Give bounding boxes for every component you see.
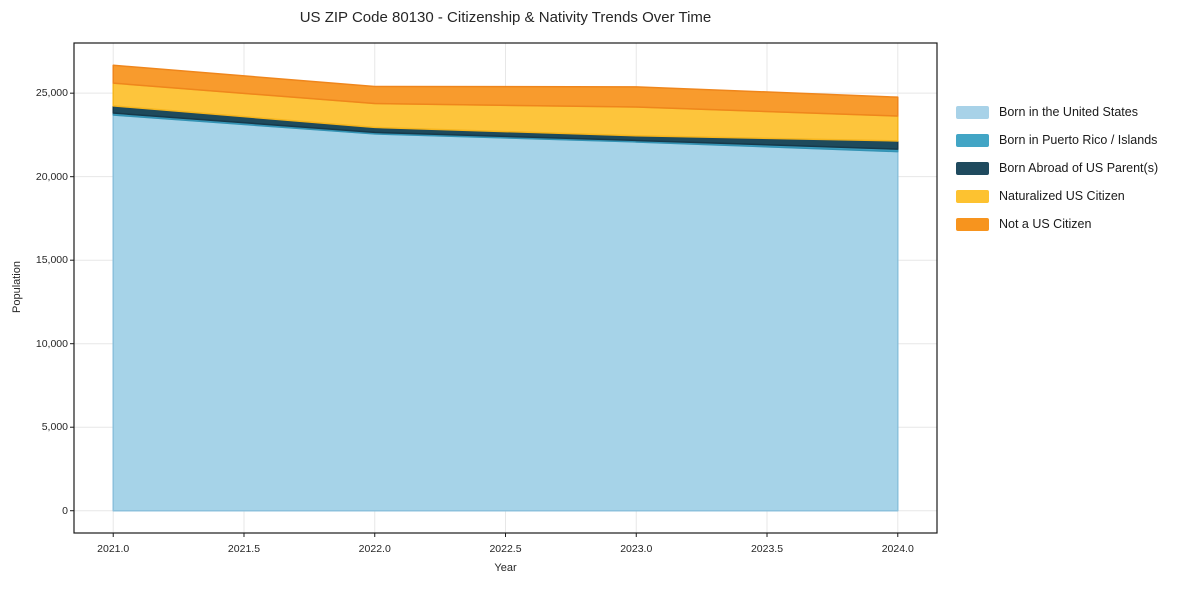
legend-item-born-in-the-united-states: Born in the United States — [956, 98, 1158, 126]
legend-label: Not a US Citizen — [999, 217, 1092, 231]
legend-swatch-icon — [956, 133, 989, 147]
x-tick-label: 2024.0 — [881, 543, 914, 555]
area-born-in-the-united-states — [112, 114, 899, 512]
legend-label: Born in the United States — [999, 105, 1138, 119]
y-tick-label: 25,000 — [35, 87, 68, 100]
legend-label: Born Abroad of US Parent(s) — [999, 161, 1159, 175]
x-tick-label: 2023.5 — [750, 543, 784, 555]
legend-label: Naturalized US Citizen — [999, 189, 1125, 203]
area-not-a-us-citizen — [112, 64, 899, 117]
y-tick-label: 15,000 — [35, 254, 68, 267]
legend-swatch-icon — [956, 189, 989, 203]
legend: Born in the United States Born in Puerto … — [956, 98, 1158, 238]
x-tick-label: 2023.0 — [620, 543, 653, 555]
legend-item-naturalized-us-citizen: Naturalized US Citizen — [956, 182, 1158, 210]
x-tick-label: 2022.0 — [358, 543, 391, 555]
x-tick-label: 2021.5 — [227, 543, 261, 555]
y-tick-label: 10,000 — [35, 337, 68, 350]
legend-item-born-abroad-of-us-parent-s: Born Abroad of US Parent(s) — [956, 154, 1158, 182]
legend-swatch-icon — [956, 161, 989, 175]
y-tick-label: 0 — [62, 504, 68, 517]
legend-swatch-icon — [956, 217, 989, 231]
x-axis-label: Year — [494, 562, 517, 574]
y-tick-label: 20,000 — [35, 170, 68, 183]
y-axis-label: Population — [11, 261, 23, 313]
chart-title: US ZIP Code 80130 - Citizenship & Nativi… — [299, 9, 712, 26]
legend-item-born-in-puerto-rico-islands: Born in Puerto Rico / Islands — [956, 126, 1158, 154]
x-tick-label: 2022.5 — [489, 543, 522, 555]
y-tick-label: 5,000 — [41, 421, 68, 434]
legend-label: Born in Puerto Rico / Islands — [999, 133, 1158, 147]
legend-swatch-icon — [956, 105, 989, 119]
legend-item-not-a-us-citizen: Not a US Citizen — [956, 210, 1158, 238]
x-tick-label: 2021.0 — [97, 543, 130, 555]
